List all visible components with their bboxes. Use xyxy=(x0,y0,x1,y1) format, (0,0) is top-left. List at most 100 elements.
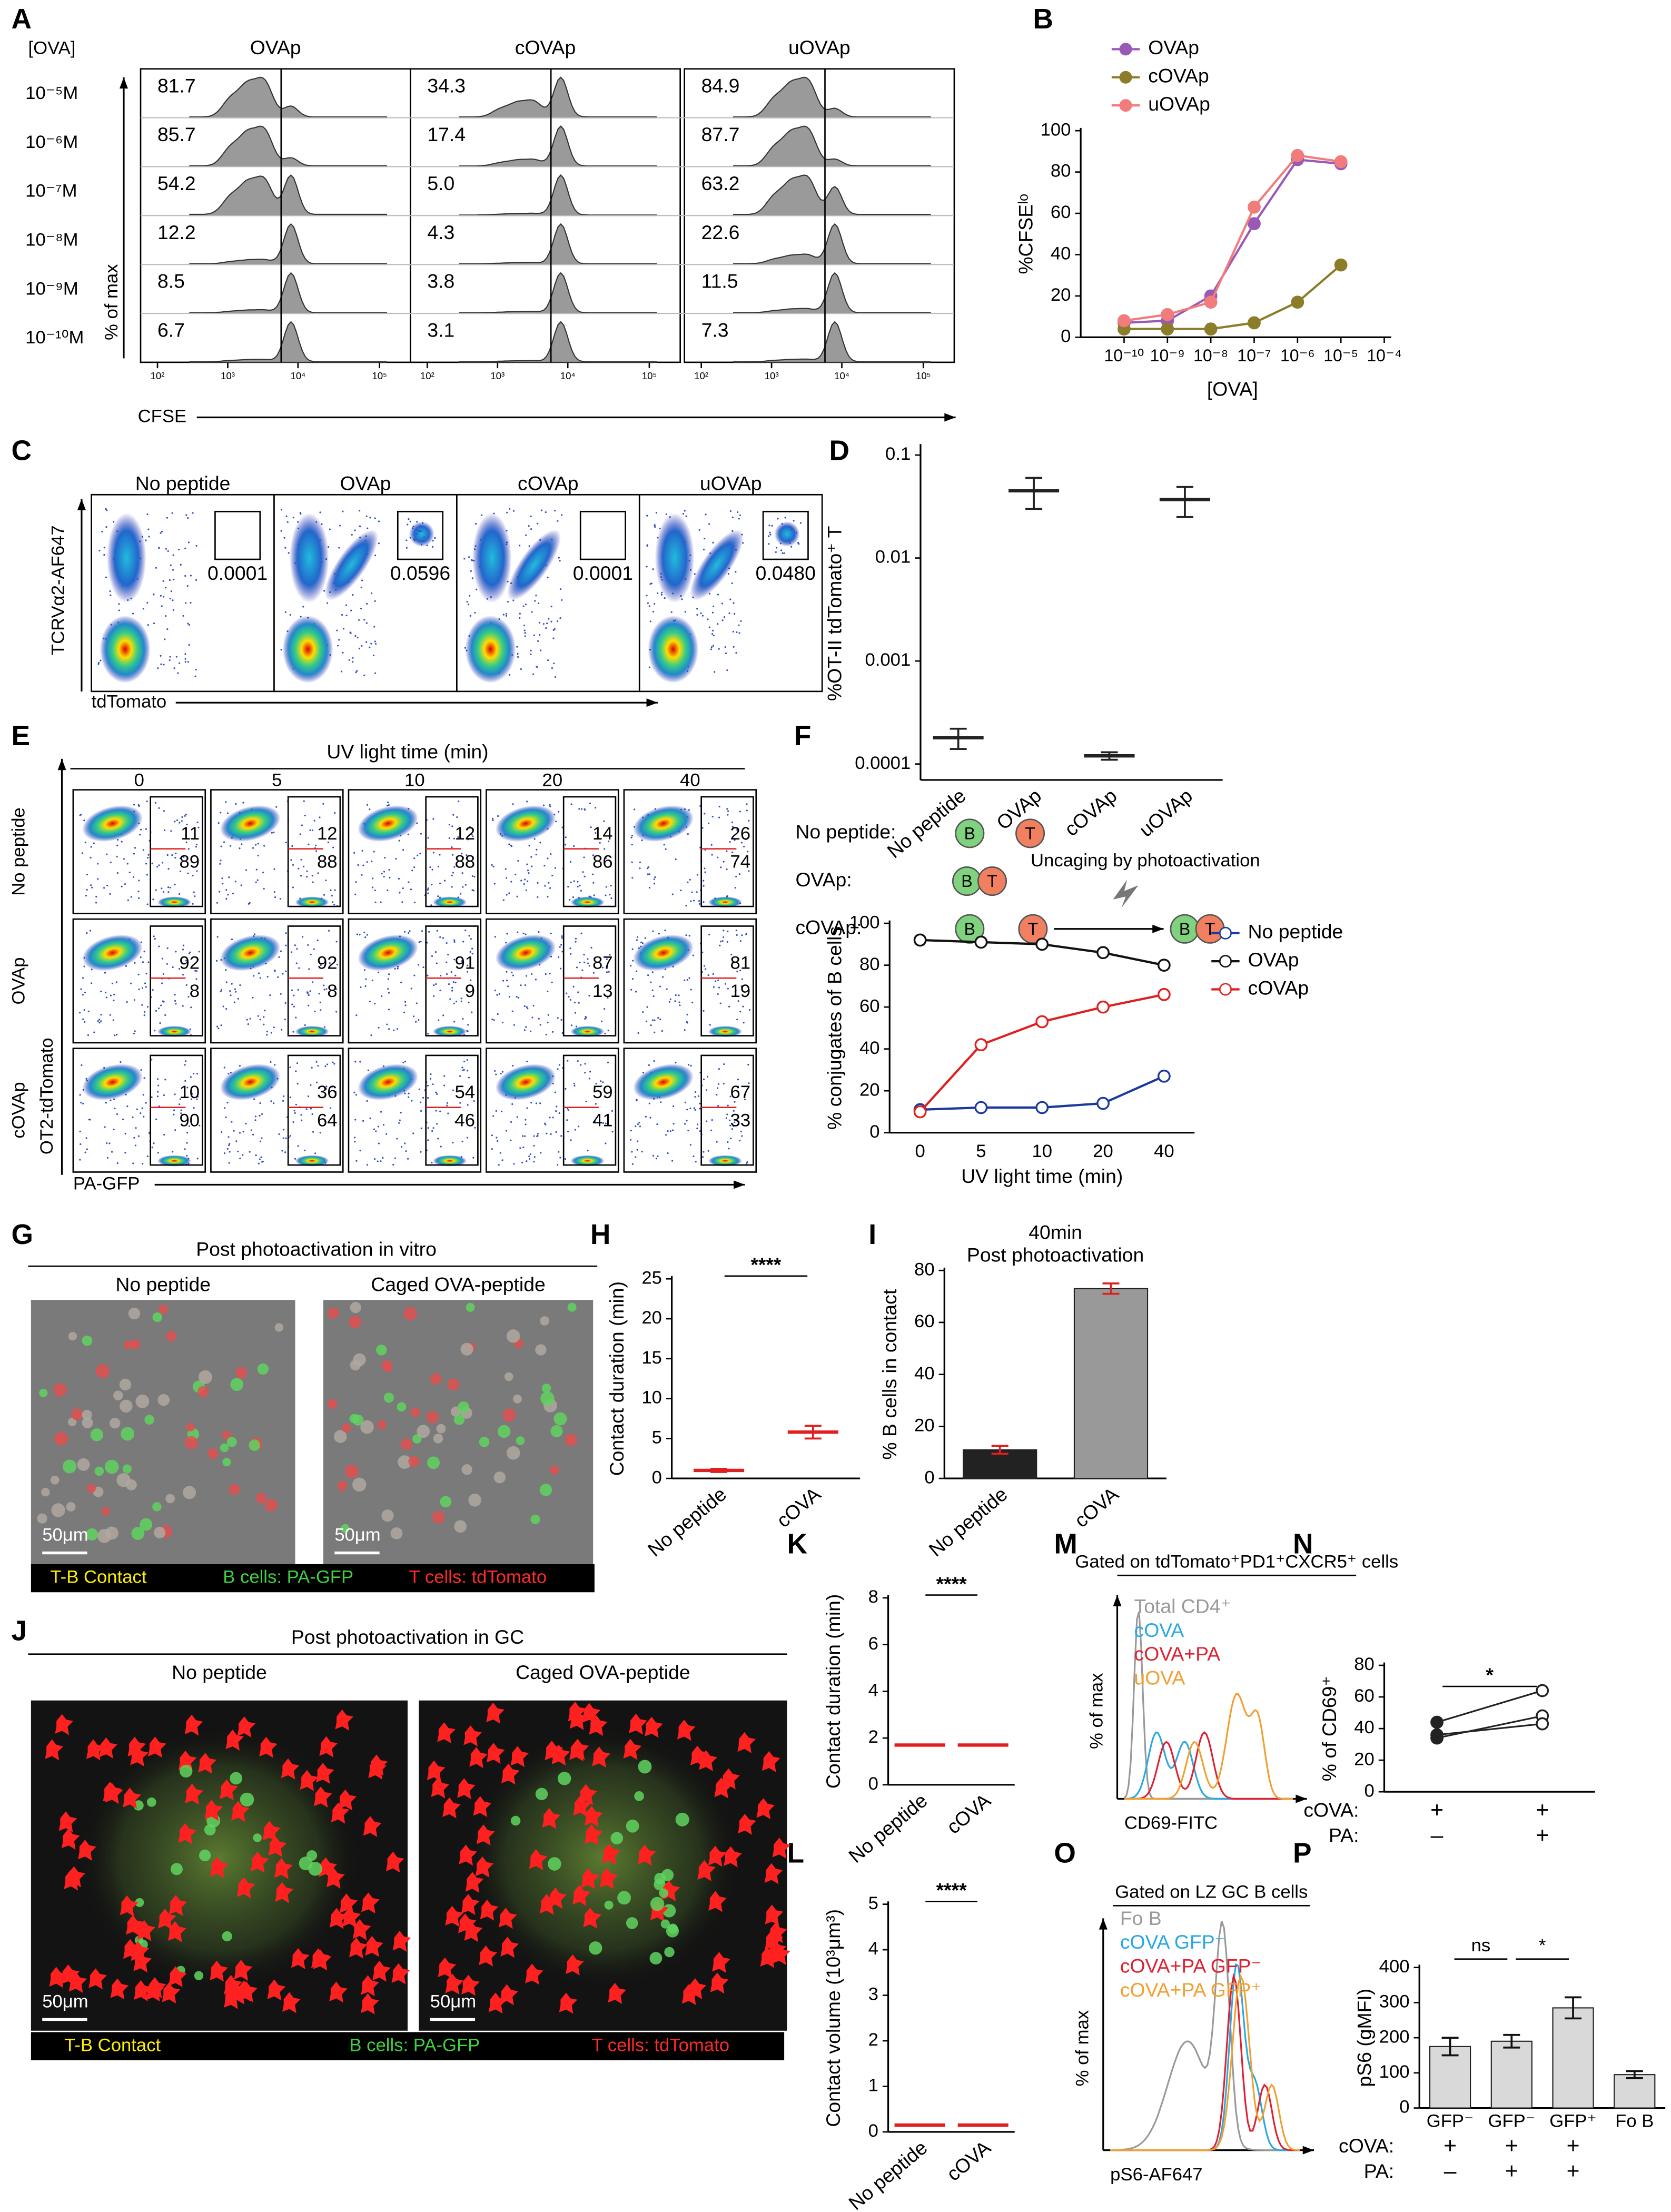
event-dot xyxy=(606,886,607,887)
event-dot xyxy=(255,882,257,883)
event-dot xyxy=(431,1162,432,1163)
event-dot xyxy=(285,944,286,946)
event-dot xyxy=(369,1001,371,1002)
event-dot xyxy=(507,985,509,987)
event-dot xyxy=(719,806,720,807)
point xyxy=(1036,1016,1047,1027)
event-dot xyxy=(192,903,193,905)
event-dot xyxy=(145,973,147,974)
event-dot xyxy=(375,1130,377,1132)
event-dot xyxy=(228,1144,230,1146)
event-dot xyxy=(435,951,437,953)
event-dot xyxy=(122,1119,124,1120)
histogram xyxy=(190,126,387,167)
event-dot xyxy=(82,1103,84,1104)
event-dot xyxy=(531,973,532,975)
condition-label: + xyxy=(1567,2134,1580,2159)
panel-label: F xyxy=(794,720,812,752)
event-dot xyxy=(524,1029,526,1031)
event-dot xyxy=(470,570,472,572)
event-dot xyxy=(357,864,359,866)
cell xyxy=(430,1373,442,1385)
event-dot xyxy=(417,855,418,856)
column-title: OVAp xyxy=(340,472,391,494)
event-dot xyxy=(649,873,650,875)
event-dot xyxy=(433,995,434,997)
point xyxy=(1431,1716,1442,1727)
event-dot xyxy=(496,1137,497,1139)
event-dot xyxy=(574,880,575,882)
event-dot xyxy=(459,1075,461,1077)
event-dot xyxy=(196,844,197,845)
percent-label: 54.2 xyxy=(157,172,196,194)
event-dot xyxy=(463,1061,465,1062)
event-dot xyxy=(652,1019,654,1021)
event-dot xyxy=(439,990,441,991)
event-dot xyxy=(470,951,471,953)
event-dot xyxy=(526,1061,528,1062)
event-dot xyxy=(158,1008,160,1009)
event-dot xyxy=(691,1002,693,1003)
column-title: cOVAp xyxy=(518,472,579,494)
density-blob xyxy=(472,513,512,603)
event-dot xyxy=(718,987,720,989)
event-dot xyxy=(650,981,651,983)
event-dot xyxy=(522,1135,523,1137)
event-dot xyxy=(183,945,184,946)
event-dot xyxy=(300,833,301,835)
event-dot xyxy=(506,971,507,973)
event-dot xyxy=(408,518,409,520)
event-dot xyxy=(461,1066,463,1068)
event-dot xyxy=(239,1065,241,1066)
event-dot xyxy=(419,530,420,531)
y-tick-label: 60 xyxy=(859,996,880,1016)
y-axis-label: Contact duration (min) xyxy=(606,1281,628,1476)
event-dot xyxy=(334,889,335,891)
event-dot xyxy=(454,975,456,976)
cell-label: B xyxy=(964,824,975,843)
event-dot xyxy=(378,1125,379,1127)
event-dot xyxy=(727,1104,729,1106)
event-dot xyxy=(526,1160,527,1162)
x-tick-label: 10³ xyxy=(221,370,235,381)
event-dot xyxy=(552,1031,553,1033)
event-dot xyxy=(685,611,686,613)
event-dot xyxy=(538,931,539,933)
event-dot xyxy=(160,655,161,657)
event-dot xyxy=(301,1120,302,1121)
x-tick-label: 10⁻⁸ xyxy=(1193,346,1228,365)
event-dot xyxy=(216,902,218,904)
event-dot xyxy=(427,893,429,894)
event-dot xyxy=(333,904,335,905)
event-dot xyxy=(696,1128,698,1129)
event-dot xyxy=(255,1115,256,1117)
event-dot xyxy=(163,1134,165,1135)
event-dot xyxy=(152,989,154,991)
event-dot xyxy=(422,522,423,524)
event-dot xyxy=(378,1142,380,1144)
density-blob xyxy=(655,513,695,603)
event-dot xyxy=(80,1094,81,1095)
event-dot xyxy=(664,844,665,845)
event-dot xyxy=(291,845,293,847)
panel-label: D xyxy=(829,435,849,466)
x-tick-label: 10⁴ xyxy=(290,370,305,381)
x-tick-label: 10⁻⁷ xyxy=(1237,346,1271,365)
y-tick-label: 200 xyxy=(1379,2027,1410,2047)
event-dot xyxy=(530,1031,531,1032)
event-dot xyxy=(707,1076,708,1078)
event-dot xyxy=(175,1003,176,1004)
event-dot xyxy=(419,525,421,527)
event-dot xyxy=(741,979,743,980)
event-dot xyxy=(177,672,179,674)
event-dot xyxy=(452,814,454,816)
event-dot xyxy=(587,1150,588,1151)
y-tick-label: 80 xyxy=(914,1259,935,1279)
event-dot xyxy=(782,523,783,525)
cell xyxy=(96,1364,110,1378)
event-dot xyxy=(408,1093,409,1094)
event-dot xyxy=(495,1073,497,1075)
event-dot xyxy=(447,1102,448,1104)
event-dot xyxy=(409,930,410,932)
y-tick-label: 2 xyxy=(868,2030,878,2050)
